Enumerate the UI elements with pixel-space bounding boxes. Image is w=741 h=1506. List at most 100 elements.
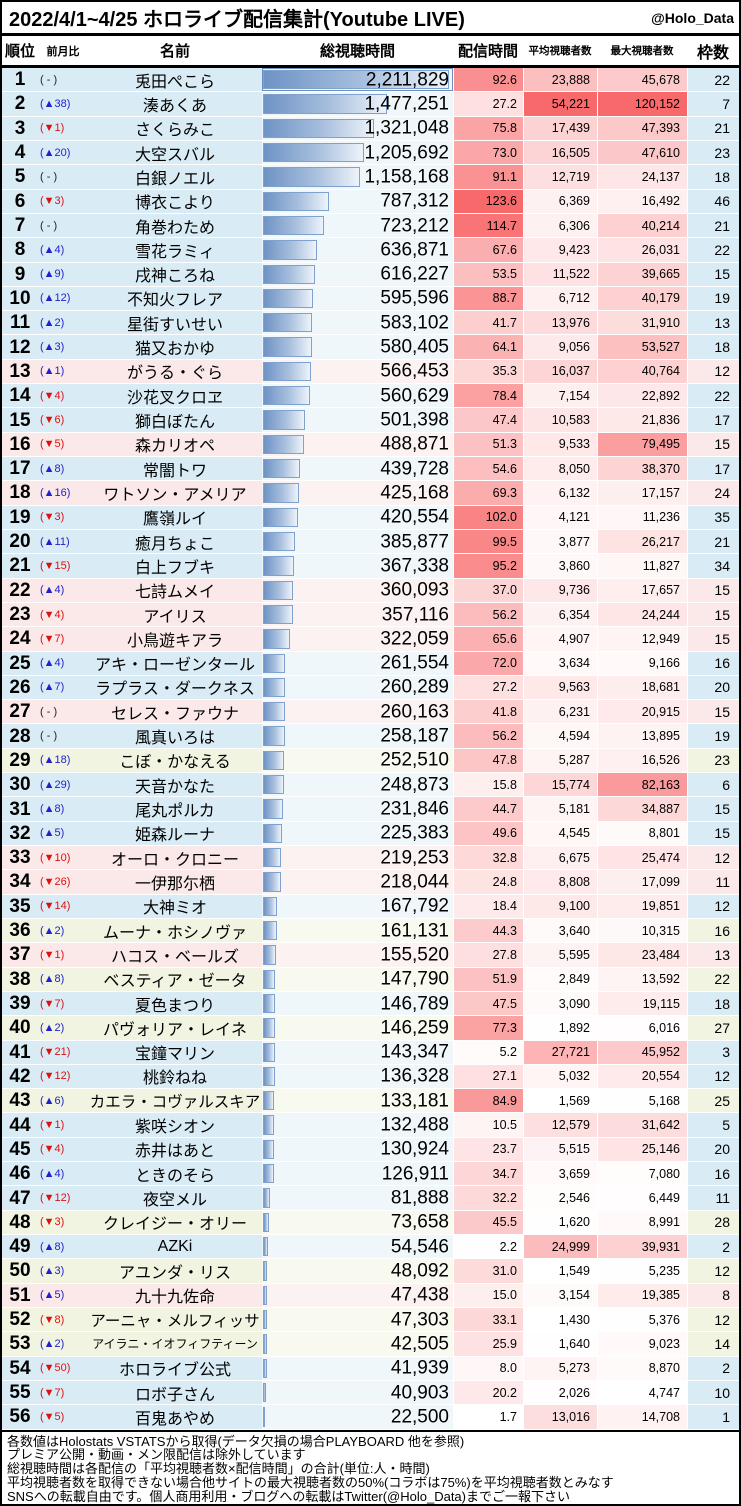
view-time-cell: 1,321,048 bbox=[262, 116, 453, 140]
max-viewers-cell: 20,915 bbox=[597, 700, 687, 724]
col-header-rank: 順位 bbox=[4, 43, 35, 60]
avg-viewers-cell: 54,221 bbox=[523, 92, 597, 116]
view-time-cell: 595,596 bbox=[262, 286, 453, 311]
stream-hours-cell: 27.2 bbox=[453, 675, 523, 700]
rank-cell: 53 bbox=[9, 1333, 31, 1355]
view-time-bar bbox=[263, 386, 311, 406]
view-time-bar bbox=[263, 580, 294, 600]
rank-change-cell: (▼7) bbox=[40, 1386, 65, 1399]
table-row: 51 (▲5) 九十九佐命 47,438 15.0 3,154 19,385 8 bbox=[2, 1283, 739, 1308]
max-viewers-cell: 19,851 bbox=[597, 894, 687, 918]
view-time-value: 723,212 bbox=[380, 215, 449, 237]
footer-note: SNSへの転載自由です。個人商用利用・ブログへの転載はTwitter(@Holo… bbox=[7, 1489, 570, 1505]
member-name-cell: 尾丸ポルカ bbox=[135, 803, 215, 821]
rank-cell: 7 bbox=[14, 215, 26, 237]
slot-count-cell: 21 bbox=[687, 213, 739, 238]
stream-hours-cell: 99.5 bbox=[453, 529, 523, 554]
view-time-cell: 132,488 bbox=[262, 1113, 453, 1137]
rank-cell: 29 bbox=[9, 749, 31, 771]
footer-note: 各数値はHolostats VSTATSから取得(データ欠損の場合PLAYBOA… bbox=[7, 1433, 465, 1449]
stream-hours-cell: 32.8 bbox=[453, 846, 523, 870]
avg-viewers-cell: 1,430 bbox=[523, 1307, 597, 1332]
avg-viewers-cell: 6,712 bbox=[523, 286, 597, 311]
view-time-value: 231,846 bbox=[380, 798, 449, 820]
view-time-value: 258,187 bbox=[380, 725, 449, 747]
stream-hours-cell: 64.1 bbox=[453, 335, 523, 359]
member-name-cell: 大神ミオ bbox=[142, 900, 207, 918]
col-header-max-viewers: 最大視聴者数 bbox=[610, 45, 674, 57]
member-name-cell: 風真いろは bbox=[134, 730, 215, 748]
table-row: 43 (▲6) カエラ・コヴァルスキア 133,181 84.9 1,569 5,168 25 bbox=[2, 1089, 739, 1114]
stream-hours-cell: 10.5 bbox=[453, 1113, 523, 1137]
rank-cell: 38 bbox=[9, 968, 31, 990]
rank-cell: 21 bbox=[9, 555, 31, 577]
view-time-bar bbox=[263, 775, 284, 795]
max-viewers-cell: 22,892 bbox=[597, 384, 687, 408]
avg-viewers-cell: 5,595 bbox=[523, 943, 597, 967]
member-name-cell: ホロライブ公式 bbox=[118, 1362, 231, 1380]
table-row: 48 (▼3) クレイジー・オリー 73,658 45.5 1,620 8,991 28 bbox=[2, 1210, 739, 1235]
member-name-cell: こぼ・かなえる bbox=[119, 754, 231, 772]
max-viewers-cell: 12,949 bbox=[597, 627, 687, 651]
table-row: 20 (▲11) 癒月ちょこ 385,877 99.5 3,877 26,217 21 bbox=[2, 529, 739, 555]
max-viewers-cell: 17,657 bbox=[597, 578, 687, 602]
stream-hours-cell: 20.2 bbox=[453, 1380, 523, 1405]
member-name-cell: アキ・ローゼンタール bbox=[94, 657, 255, 675]
col-header-prev-month: 前月比 bbox=[46, 45, 80, 58]
view-time-value: 580,405 bbox=[380, 336, 449, 358]
max-viewers-cell: 10,315 bbox=[597, 918, 687, 943]
member-name-cell: AZKi bbox=[157, 1237, 193, 1255]
table-row: 53 (▲2) アイラニ・イオフィフティーン 42,505 25.9 1,640 9,023… bbox=[2, 1332, 739, 1357]
table-row: 1 ( - ) 兎田ぺこら 2,211,829 92.6 23,888 45,678 22 bbox=[2, 68, 739, 93]
stream-hours-cell: 27.2 bbox=[453, 92, 523, 116]
stream-hours-cell: 77.3 bbox=[453, 1016, 523, 1040]
table-row: 25 (▲4) アキ・ローゼンタール 261,554 72.0 3,634 9,166 16 bbox=[2, 651, 739, 676]
slot-count-cell: 12 bbox=[687, 1259, 739, 1283]
table-row: 44 (▼1) 紫咲シオン 132,488 10.5 12,579 31,642 5 bbox=[2, 1113, 739, 1138]
view-time-value: 126,911 bbox=[381, 1163, 449, 1185]
stream-hours-cell: 32.2 bbox=[453, 1186, 523, 1210]
member-name-cell: 九十九佐命 bbox=[134, 1289, 215, 1307]
avg-viewers-cell: 1,620 bbox=[523, 1210, 597, 1234]
rank-cell: 44 bbox=[9, 1114, 31, 1136]
view-time-bar bbox=[263, 459, 300, 479]
rank-change-cell: (▲16) bbox=[40, 486, 71, 499]
view-time-value: 2,211,829 bbox=[365, 69, 449, 91]
table-row: 26 (▲7) ラプラス・ダークネス 260,289 27.2 9,563 18,681 20 bbox=[2, 675, 739, 701]
view-time-value: 155,520 bbox=[380, 944, 449, 966]
view-time-value: 47,303 bbox=[390, 1309, 449, 1331]
rank-cell: 24 bbox=[9, 628, 31, 650]
slot-count-cell: 15 bbox=[687, 578, 739, 602]
view-time-cell: 143,347 bbox=[262, 1040, 453, 1064]
view-time-value: 22,500 bbox=[390, 1406, 449, 1428]
view-time-cell: 42,505 bbox=[262, 1332, 453, 1356]
avg-viewers-cell: 8,808 bbox=[523, 870, 597, 894]
slot-count-cell: 22 bbox=[687, 384, 739, 408]
view-time-value: 42,505 bbox=[390, 1333, 449, 1355]
view-time-cell: 73,658 bbox=[262, 1210, 453, 1234]
rank-change-cell: (▼26) bbox=[40, 875, 71, 888]
rank-change-cell: (▼4) bbox=[40, 389, 65, 402]
view-time-bar bbox=[263, 702, 285, 722]
stream-hours-cell: 84.9 bbox=[453, 1089, 523, 1113]
slot-count-cell: 22 bbox=[687, 967, 739, 991]
slot-count-cell: 27 bbox=[687, 1016, 739, 1040]
max-viewers-cell: 8,870 bbox=[597, 1356, 687, 1380]
view-time-cell: 1,477,251 bbox=[262, 92, 453, 116]
view-time-cell: 385,877 bbox=[262, 529, 453, 554]
slot-count-cell: 34 bbox=[687, 554, 739, 578]
rank-change-cell: ( - ) bbox=[40, 219, 58, 232]
avg-viewers-cell: 4,907 bbox=[523, 627, 597, 651]
member-name-cell: パヴォリア・レイネ bbox=[102, 1021, 247, 1039]
view-time-value: 322,059 bbox=[380, 628, 449, 650]
view-time-cell: 488,871 bbox=[262, 432, 453, 456]
view-time-cell: 616,227 bbox=[262, 262, 453, 286]
slot-count-cell: 23 bbox=[687, 748, 739, 773]
avg-viewers-cell: 2,849 bbox=[523, 967, 597, 991]
table-row: 12 (▲3) 猫又おかゆ 580,405 64.1 9,056 53,527 18 bbox=[2, 335, 739, 360]
rank-cell: 25 bbox=[9, 652, 31, 674]
slot-count-cell: 15 bbox=[687, 602, 739, 627]
col-header-name: 名前 bbox=[159, 43, 190, 60]
max-viewers-cell: 24,244 bbox=[597, 602, 687, 627]
stream-hours-cell: 114.7 bbox=[453, 213, 523, 238]
